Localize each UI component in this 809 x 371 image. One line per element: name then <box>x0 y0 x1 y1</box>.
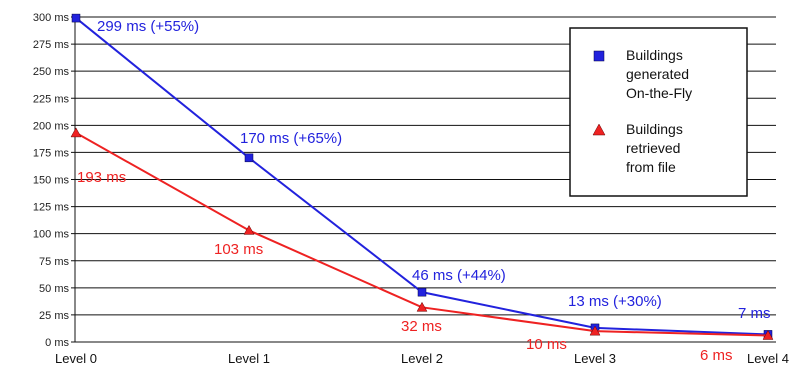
data-label: 299 ms (+55%) <box>97 18 199 35</box>
y-tick-label: 100 ms <box>33 229 70 241</box>
y-tick-label: 200 ms <box>33 120 70 132</box>
y-tick-label: 250 ms <box>33 66 70 78</box>
data-point-triangle <box>762 329 774 340</box>
data-point-triangle <box>70 127 82 138</box>
data-point-triangle <box>243 224 255 235</box>
data-point-square <box>71 13 81 23</box>
data-label: 6 ms <box>700 347 733 364</box>
x-tick-label: Level 2 <box>401 351 443 366</box>
legend-marker-square <box>593 50 605 62</box>
y-tick-label: 225 ms <box>33 93 70 105</box>
legend-label: Buildings <box>626 121 683 137</box>
legend: Buildings generated On-the-Fly Buildings ret… <box>569 27 748 197</box>
axes: 0 ms 25 ms 50 ms 75 ms 100 ms 125 ms 150 ms 175… <box>33 12 789 366</box>
data-label: 103 ms <box>214 241 263 258</box>
legend-label: generated <box>626 66 689 82</box>
y-tick-label: 50 ms <box>39 283 69 295</box>
data-label: 46 ms (+44%) <box>412 267 506 284</box>
legend-label: retrieved <box>626 140 680 156</box>
data-label: 10 ms <box>526 336 567 353</box>
data-label: 32 ms <box>401 318 442 335</box>
y-tick-label: 175 ms <box>33 147 70 159</box>
x-tick-label: Level 4 <box>747 351 789 366</box>
x-tick-label: Level 0 <box>55 351 97 366</box>
data-label: 170 ms (+65%) <box>240 130 342 147</box>
x-tick-label: Level 3 <box>574 351 616 366</box>
data-label: 13 ms (+30%) <box>568 293 662 310</box>
x-tick-label: Level 1 <box>228 351 270 366</box>
series-lines <box>70 13 774 340</box>
y-tick-label: 75 ms <box>39 256 69 268</box>
legend-label: Buildings <box>626 47 683 63</box>
legend-label: from file <box>626 159 676 175</box>
legend-marker-triangle <box>592 123 606 136</box>
data-point-triangle <box>589 325 601 336</box>
data-label: 7 ms <box>738 305 771 322</box>
y-tick-label: 0 ms <box>45 337 69 349</box>
legend-label: On-the-Fly <box>626 85 692 101</box>
data-point-square <box>244 153 254 163</box>
data-labels: 299 ms (+55%) 170 ms (+65%) 46 ms (+44%) 13… <box>77 18 771 364</box>
y-tick-label: 300 ms <box>33 12 70 24</box>
y-tick-label: 125 ms <box>33 202 70 214</box>
y-tick-label: 275 ms <box>33 39 70 51</box>
data-label: 193 ms <box>77 169 126 186</box>
y-tick-label: 150 ms <box>33 175 70 187</box>
data-point-triangle <box>416 301 428 312</box>
data-point-square <box>417 287 427 297</box>
y-tick-label: 25 ms <box>39 310 69 322</box>
